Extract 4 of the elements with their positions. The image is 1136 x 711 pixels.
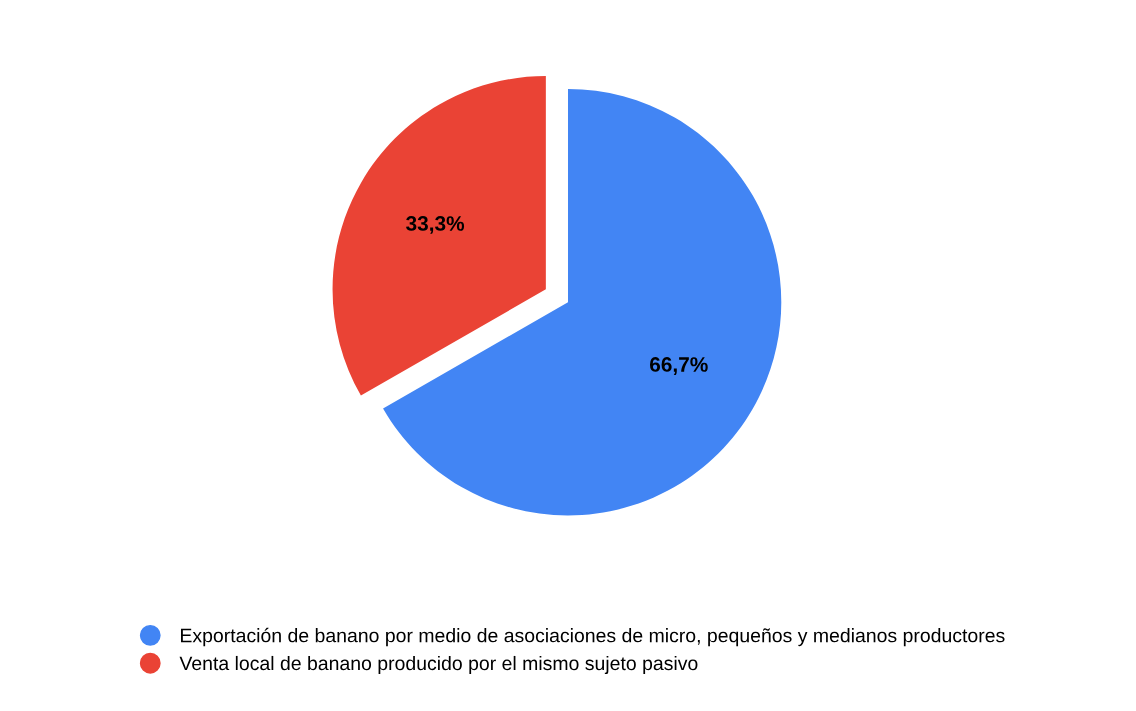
legend-label: Exportación de banano por medio de asociaciones de micro, pequeños y medianos productores [181, 627, 1005, 647]
data-label: 66,7% [649, 357, 708, 375]
legend-label: Venta local de banano producido por el mismo sujeto pasivo [179, 655, 698, 675]
data-label: 33,3% [406, 216, 465, 234]
